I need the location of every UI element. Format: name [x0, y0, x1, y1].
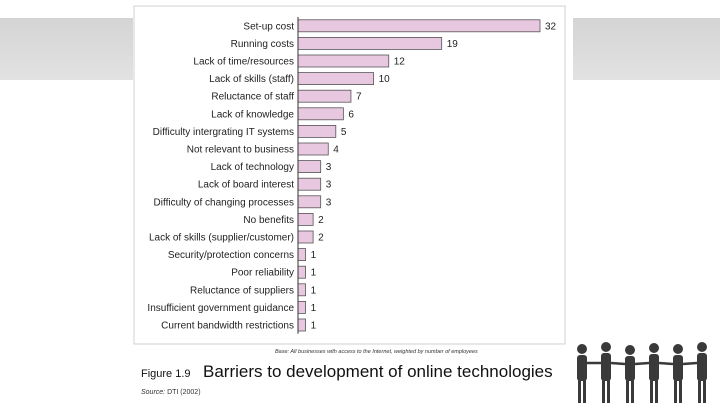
bar: [297, 248, 306, 262]
bar: [297, 54, 390, 68]
category-label: Lack of skills (supplier/customer): [149, 233, 294, 244]
source-value: DTI (2002): [167, 389, 201, 396]
figure-caption: Figure 1.9 Barriers to development of on…: [141, 362, 553, 382]
data-label: 3: [326, 162, 332, 173]
figure-title: Barriers to development of online techno…: [202, 362, 553, 381]
data-label: 4: [333, 145, 339, 156]
bar: [297, 318, 306, 332]
bar: [297, 89, 352, 103]
category-label: Lack of technology: [211, 162, 294, 173]
bar: [297, 177, 322, 191]
data-label: 2: [318, 215, 324, 226]
bar: [297, 125, 337, 138]
data-label: 5: [341, 127, 347, 138]
category-label: Lack of board interest: [198, 180, 294, 191]
figure-panel: Set-up cost 32 Running costs 19 Lack of time…: [133, 5, 573, 405]
data-label: 2: [318, 233, 324, 244]
data-label: 1: [311, 285, 317, 296]
data-label: 3: [326, 180, 332, 191]
bar: [297, 195, 322, 209]
bar: [297, 37, 443, 50]
bar: [297, 300, 306, 314]
category-label: Lack of skills (staff): [209, 74, 294, 85]
data-label: 7: [356, 92, 362, 103]
data-label: 1: [311, 321, 317, 332]
people-holding-hands-image: [577, 342, 707, 403]
category-label: Difficulty of changing processes: [154, 197, 294, 208]
category-label: No benefits: [243, 215, 294, 226]
data-label: 10: [379, 74, 391, 85]
data-label: 32: [545, 21, 557, 32]
bar: [297, 107, 344, 121]
category-label: Difficulty intergrating IT systems: [153, 127, 294, 138]
base-note: Base: All businesses with access to the …: [275, 349, 478, 355]
bar: [297, 72, 375, 85]
category-label: Lack of time/resources: [193, 57, 294, 68]
category-label: Set-up cost: [243, 21, 294, 32]
category-label: Reluctance of staff: [211, 92, 294, 103]
bar: [297, 19, 541, 33]
source-line: Source: DTI (2002): [141, 389, 201, 396]
data-label: 3: [326, 197, 332, 208]
bar: [297, 160, 322, 174]
category-label: Not relevant to business: [187, 145, 294, 156]
bar: [297, 142, 329, 156]
data-label: 1: [311, 303, 317, 314]
category-label: Running costs: [231, 39, 294, 50]
category-label: Current bandwidth restrictions: [161, 321, 294, 332]
category-label: Reluctance of suppliers: [190, 285, 294, 296]
data-label: 6: [348, 109, 354, 120]
data-label: 19: [447, 39, 459, 50]
data-label: 12: [394, 57, 406, 68]
category-label: Poor reliability: [231, 268, 294, 279]
bar: [297, 230, 314, 244]
category-label: Lack of knowledge: [211, 109, 294, 120]
figure-number: Figure 1.9: [141, 368, 191, 380]
source-label: Source:: [141, 389, 166, 396]
category-label: Insufficient government guidance: [147, 303, 294, 314]
bar: [297, 283, 306, 297]
bar: [297, 265, 306, 279]
data-label: 1: [311, 268, 317, 279]
bar: [297, 212, 314, 226]
category-label: Security/protection concerns: [168, 250, 294, 261]
data-label: 1: [311, 250, 317, 261]
